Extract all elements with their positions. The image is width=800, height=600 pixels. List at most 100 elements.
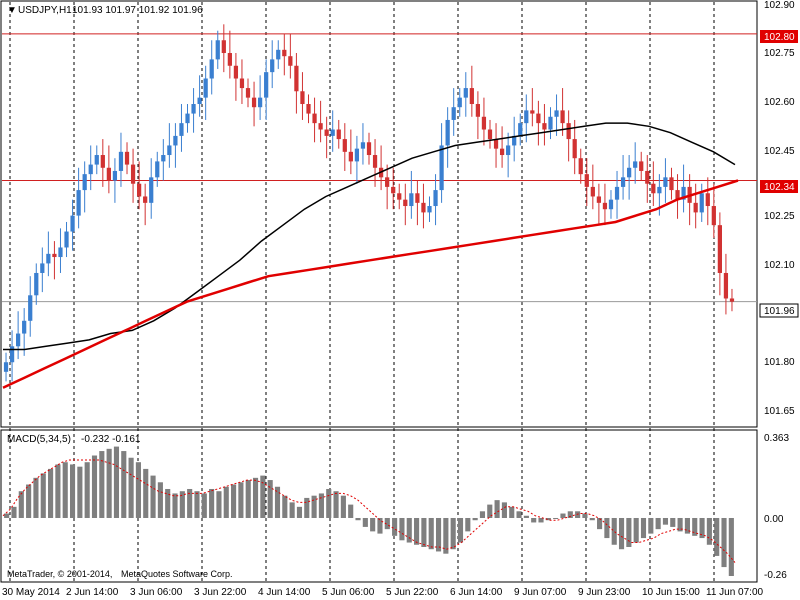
candle-body	[584, 174, 589, 187]
chart-header-glyph: ▼	[7, 5, 17, 16]
macd-bar	[91, 455, 98, 518]
candle-body	[209, 59, 214, 79]
macd-bar	[597, 517, 603, 530]
candle-body	[518, 123, 523, 136]
candle-body	[149, 177, 154, 203]
macd-bar	[157, 482, 163, 518]
candle-body	[233, 65, 239, 79]
candle-body	[3, 362, 9, 372]
macd-bar	[406, 517, 412, 543]
macd-bar	[640, 517, 647, 539]
time-tick-label: 10 Jun 15:00	[642, 587, 700, 598]
macd-bar	[567, 511, 573, 518]
macd-bar	[128, 457, 134, 518]
macd-tick-label: 0.00	[764, 514, 784, 525]
macd-bar	[296, 506, 303, 518]
price-tick-label: 101.65	[764, 406, 795, 417]
candle-body	[360, 142, 366, 149]
candle-body	[560, 110, 565, 124]
macd-bar	[311, 495, 317, 518]
macd-bar	[113, 446, 120, 518]
macd-bar	[435, 517, 442, 552]
macd-bar	[582, 513, 588, 518]
macd-bar	[553, 517, 559, 519]
macd-bar	[633, 517, 639, 543]
macd-indicator	[2, 446, 736, 576]
macd-bar	[165, 488, 171, 518]
candle-body	[22, 320, 27, 334]
candle-body	[52, 253, 57, 258]
candle-body	[445, 119, 450, 146]
candle-body	[427, 206, 432, 213]
macd-bar	[209, 488, 215, 518]
candle-body	[70, 215, 75, 232]
candle-body	[130, 164, 136, 184]
candle-body	[415, 193, 420, 203]
macd-bar	[457, 517, 464, 543]
macd-bar	[340, 495, 346, 518]
macd-bar	[40, 473, 46, 518]
candle-body	[705, 193, 710, 207]
macd-bar	[443, 517, 449, 554]
macd-bar	[194, 491, 200, 518]
macd-bar	[501, 502, 507, 518]
candle-body	[282, 49, 287, 57]
candle-body	[602, 202, 608, 210]
candle-body	[221, 40, 226, 54]
macd-bar	[450, 517, 456, 550]
time-tick-label: 5 Jun 22:00	[386, 587, 439, 598]
time-tick-label: 11 Jun 07:00	[706, 587, 764, 598]
macd-bar	[523, 515, 529, 518]
candle-body	[354, 148, 360, 162]
candle-body	[693, 202, 698, 213]
candle-body	[675, 190, 680, 200]
candle-body	[167, 145, 172, 156]
macd-bar	[238, 482, 244, 518]
candle-body	[409, 193, 414, 207]
candle-body	[566, 123, 571, 140]
macd-bar	[26, 484, 32, 518]
macd-bar	[655, 517, 661, 530]
candle-body	[203, 78, 208, 98]
macd-bar	[618, 517, 625, 550]
candle-body	[348, 151, 353, 162]
candle-body	[106, 167, 111, 181]
candle-body	[215, 40, 220, 60]
macd-bar	[4, 513, 10, 518]
macd-bar	[121, 451, 127, 518]
time-tick-label: 3 Jun 22:00	[194, 587, 247, 598]
current-price-tag-bg	[759, 303, 799, 318]
candle-body	[493, 139, 499, 149]
candle-body	[487, 129, 493, 140]
macd-axis: 0.363 0.00 -0.26	[764, 433, 789, 581]
price-tick-label: 102.60	[764, 97, 795, 108]
macd-bar	[62, 462, 68, 518]
macd-bar	[721, 517, 727, 568]
copyright-owner: MetaQuotes Software Corp.	[121, 569, 233, 579]
candle-body	[9, 346, 15, 363]
candle-body	[711, 206, 716, 226]
candle-body	[34, 272, 39, 296]
current-price-tag: 101.96	[764, 306, 795, 317]
macd-bar	[267, 480, 273, 518]
candle-body	[512, 135, 517, 146]
level-tag-upper-bg	[760, 30, 798, 43]
macd-bar	[728, 517, 734, 576]
macd-bar	[216, 491, 222, 518]
macd-bar	[487, 504, 493, 518]
macd-bar	[494, 500, 500, 518]
candle-body	[554, 110, 559, 117]
candle-body	[197, 97, 202, 105]
candle-body	[397, 193, 402, 200]
moving-averages	[2, 122, 739, 389]
candle-body	[633, 161, 638, 168]
time-tick-label: 3 Jun 06:00	[130, 587, 183, 598]
level-tag-middle-bg	[760, 180, 798, 193]
macd-bar	[99, 451, 105, 518]
level-tag-middle: 102.34	[764, 182, 795, 193]
candle-body	[288, 56, 293, 66]
candle-body	[64, 231, 69, 248]
macd-bar	[428, 517, 434, 550]
